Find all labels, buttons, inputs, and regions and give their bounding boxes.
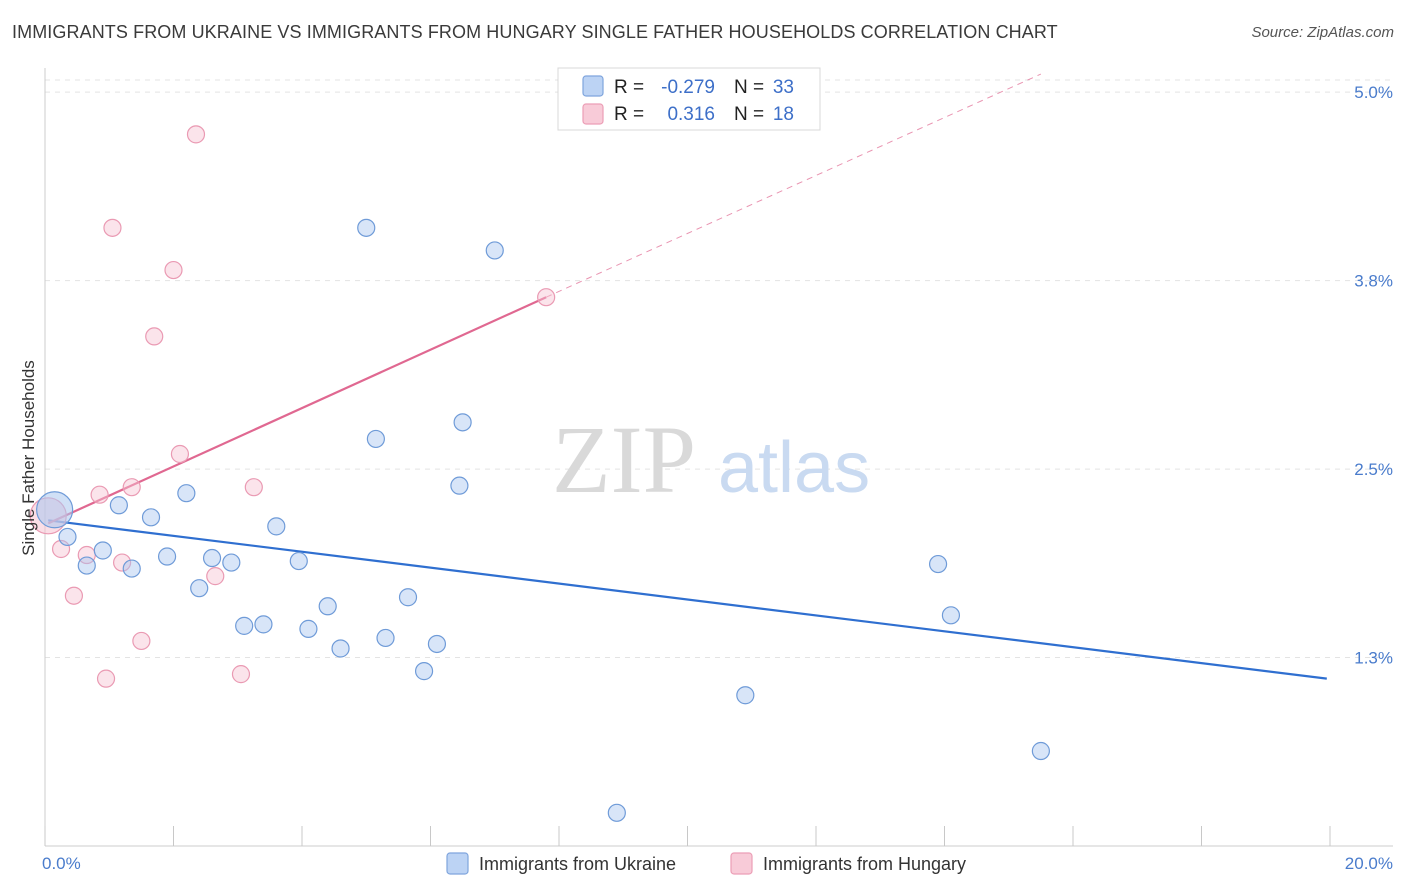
- legend-r-label-1: R =: [614, 77, 644, 98]
- point-ukraine-30: [928, 554, 948, 574]
- point-ukraine-32: [1031, 741, 1050, 761]
- watermark-zip: ZIP: [552, 406, 696, 513]
- point-ukraine-11: [222, 553, 241, 572]
- trend-line-0: [48, 519, 1327, 680]
- point-ukraine-12: [235, 616, 254, 635]
- point-hungary-6: [103, 218, 122, 237]
- point-ukraine-13: [254, 615, 273, 634]
- watermark-atlas: atlas: [718, 428, 870, 508]
- x-tick-label-min: 0.0%: [42, 854, 81, 873]
- point-ukraine-18: [331, 639, 350, 658]
- legend-r-label-2: R =: [614, 104, 644, 125]
- point-ukraine-0: [36, 491, 74, 529]
- gridlines: 1.3% 2.5% 3.8% 5.0%: [45, 79, 1393, 668]
- point-ukraine-28: [607, 803, 626, 822]
- point-ukraine-7: [157, 547, 177, 566]
- y-tick-label-0: 1.3%: [1354, 649, 1393, 668]
- point-ukraine-20: [366, 429, 385, 449]
- axes: [44, 68, 1393, 847]
- point-ukraine-17: [318, 597, 337, 616]
- point-hungary-15: [231, 665, 251, 684]
- point-hungary-12: [170, 444, 190, 464]
- stats-legend: R = -0.279 N = 33 R = 0.316 N = 18: [557, 67, 821, 131]
- point-hungary-10: [145, 327, 164, 346]
- point-ukraine-16: [299, 619, 318, 638]
- legend-swatch-ukraine: [582, 75, 604, 97]
- legend-r-value-2: 0.316: [667, 104, 715, 125]
- point-ukraine-6: [141, 508, 161, 527]
- point-hungary-2: [64, 586, 84, 605]
- legend-n-value-1: 33: [773, 77, 794, 98]
- legend-r-value-1: -0.279: [661, 77, 715, 98]
- trend-lines: [47, 73, 1327, 680]
- point-ukraine-15: [289, 551, 308, 571]
- point-ukraine-25: [450, 476, 469, 495]
- legend-swatch-hungary: [582, 103, 604, 125]
- point-hungary-14: [206, 567, 225, 586]
- point-ukraine-19: [357, 218, 376, 237]
- point-ukraine-29: [736, 686, 755, 705]
- trend-line-extension-1: [545, 73, 1042, 298]
- series-legend: Immigrants from Ukraine Immigrants from …: [446, 852, 966, 875]
- point-hungary-11: [164, 260, 183, 280]
- point-hungary-5: [96, 669, 116, 688]
- legend-n-value-2: 18: [773, 104, 794, 125]
- point-hungary-7: [112, 553, 132, 572]
- point-hungary-9: [132, 631, 151, 651]
- point-ukraine-31: [941, 606, 961, 625]
- point-ukraine-9: [190, 579, 209, 598]
- point-ukraine-2: [77, 556, 96, 575]
- y-tick-label-1: 2.5%: [1354, 460, 1393, 479]
- point-ukraine-10: [202, 548, 222, 568]
- trend-line-1: [47, 296, 547, 525]
- point-ukraine-26: [453, 413, 472, 432]
- point-hungary-13: [186, 125, 206, 144]
- point-hungary-17: [537, 288, 556, 307]
- point-hungary-4: [90, 485, 109, 504]
- point-ukraine-3: [93, 541, 112, 560]
- point-ukraine-27: [485, 241, 504, 260]
- source-label: Source: ZipAtlas.com: [1251, 24, 1394, 41]
- y-tick-label-2: 3.8%: [1354, 272, 1393, 291]
- point-ukraine-24: [427, 634, 447, 654]
- data-points: [29, 125, 1050, 822]
- bottom-legend-label-hungary: Immigrants from Hungary: [763, 854, 966, 874]
- point-ukraine-4: [109, 496, 128, 515]
- point-hungary-16: [244, 478, 263, 497]
- point-ukraine-22: [398, 588, 418, 607]
- point-ukraine-8: [177, 484, 196, 503]
- bottom-legend-label-ukraine: Immigrants from Ukraine: [479, 854, 676, 874]
- x-tick-label-max: 20.0%: [1345, 854, 1393, 873]
- bottom-legend-swatch-ukraine: [446, 852, 469, 875]
- bottom-legend-swatch-hungary: [730, 852, 753, 875]
- point-ukraine-14: [267, 517, 286, 536]
- point-ukraine-21: [376, 628, 395, 648]
- point-hungary-8: [122, 478, 141, 497]
- point-ukraine-5: [122, 559, 141, 578]
- chart-title: IMMIGRANTS FROM UKRAINE VS IMMIGRANTS FR…: [12, 22, 1058, 42]
- legend-n-label-2: N =: [734, 104, 764, 125]
- legend-n-label-1: N =: [734, 77, 764, 98]
- point-ukraine-1: [58, 527, 77, 547]
- point-ukraine-23: [414, 662, 434, 681]
- y-axis-label: Single Father Households: [19, 360, 38, 556]
- y-tick-label-3: 5.0%: [1354, 83, 1393, 102]
